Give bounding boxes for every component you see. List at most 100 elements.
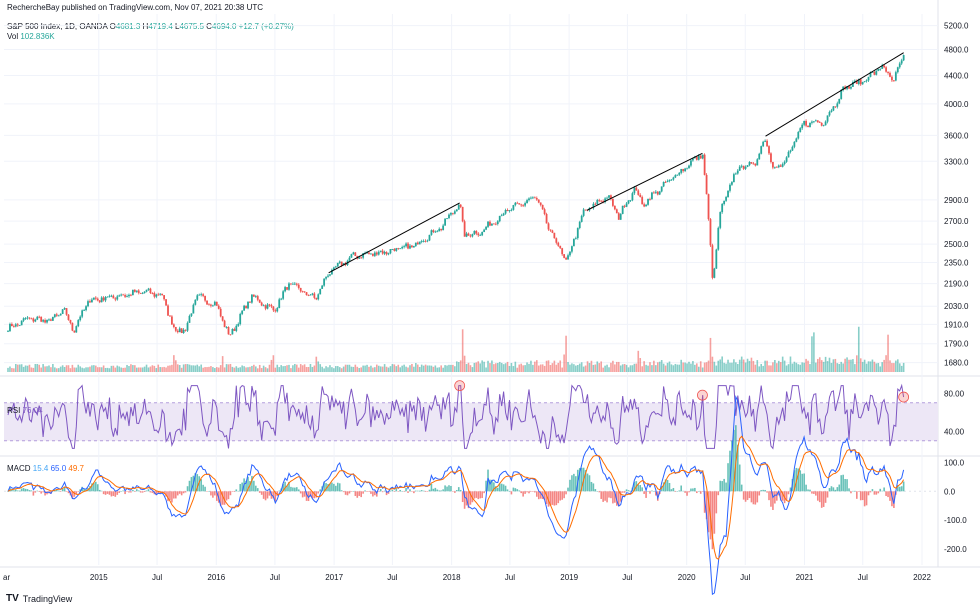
- macd-label[interactable]: MACD: [7, 464, 31, 473]
- price-candle: [40, 316, 43, 322]
- macd-histogram-bar: [143, 491, 146, 492]
- volume-bar: [510, 362, 513, 372]
- price-candle: [863, 81, 866, 83]
- rsi-label[interactable]: RSI: [7, 406, 21, 415]
- macd-histogram-bar: [178, 491, 181, 494]
- trendlines: [328, 52, 904, 274]
- macd-histogram-bar: [479, 491, 482, 499]
- volume-bar: [204, 367, 206, 372]
- volume-bar: [520, 363, 522, 372]
- volume-bar: [545, 360, 548, 372]
- volume-bar: [430, 365, 433, 372]
- macd-histogram-bar: [539, 491, 542, 499]
- volume-bar: [36, 363, 39, 372]
- price-candle: [407, 243, 409, 249]
- volume-bar: [584, 365, 587, 372]
- volume-bar: [270, 359, 273, 372]
- price-candle: [249, 301, 251, 303]
- price-candle: [734, 173, 737, 175]
- volume-bar: [89, 366, 91, 372]
- volume-bar: [836, 363, 839, 372]
- volume-bar: [299, 364, 302, 372]
- macd-histogram-bar: [598, 491, 601, 493]
- volume-bar: [729, 362, 731, 372]
- price-candle: [178, 328, 181, 333]
- volume-bar: [662, 363, 665, 372]
- price-candle: [881, 65, 884, 69]
- price-candle: [853, 80, 856, 83]
- volume-bar: [368, 366, 370, 372]
- volume-bar: [18, 364, 21, 372]
- time-axis-label: 2019: [560, 573, 578, 582]
- price-candle: [268, 304, 271, 306]
- price-candle: [379, 250, 382, 252]
- volume-bar: [399, 367, 402, 372]
- macd-histogram-bar: [360, 491, 362, 498]
- volume-bar: [352, 366, 355, 372]
- macd-histogram-bar: [692, 488, 694, 492]
- macd-histogram-bar: [362, 491, 364, 494]
- macd-histogram-bar: [290, 486, 292, 492]
- macd-histogram-bar: [731, 440, 733, 492]
- macd-histogram-bar: [641, 487, 643, 492]
- price-candle: [746, 165, 749, 167]
- price-candle: [695, 156, 698, 160]
- macd-histogram-bar: [266, 491, 269, 499]
- macd-histogram-bar: [118, 491, 121, 493]
- volume-bar: [850, 359, 852, 372]
- price-candle: [727, 190, 729, 198]
- symbol-name[interactable]: S&P 500 Index, 1D, OANDA: [7, 22, 108, 31]
- macd-histogram-bar: [842, 474, 844, 492]
- macd-histogram-bar: [653, 491, 655, 492]
- macd-histogram-bar: [750, 491, 753, 503]
- macd-histogram-bar: [30, 490, 33, 492]
- price-candle: [321, 285, 324, 289]
- price-candle: [196, 295, 199, 300]
- macd-histogram-bar: [63, 486, 66, 492]
- price-axis-label: 2190.0: [944, 280, 969, 289]
- volume-bar: [530, 360, 532, 372]
- price-candle: [539, 202, 542, 205]
- macd-histogram-bar: [746, 491, 749, 501]
- volume-bar: [625, 364, 628, 372]
- volume-label[interactable]: Vol: [7, 32, 19, 41]
- volume-bar: [251, 365, 253, 372]
- macd-histogram-bar: [77, 491, 80, 492]
- macd-histogram-bar: [434, 487, 437, 492]
- volume-bar: [735, 362, 737, 372]
- price-candle: [288, 283, 290, 290]
- volume-bar: [436, 367, 439, 372]
- volume-bar: [457, 362, 460, 372]
- volume-bar: [859, 358, 862, 372]
- volume-bar: [354, 364, 357, 372]
- macd-histogram-bar: [258, 491, 261, 493]
- price-candle: [329, 274, 331, 276]
- price-candle: [336, 262, 339, 267]
- macd-histogram-bar: [838, 484, 841, 492]
- price-candle: [309, 294, 312, 296]
- price-candle: [656, 191, 659, 195]
- volume-bar: [692, 361, 694, 372]
- macd-histogram-bar: [106, 491, 109, 494]
- macd-histogram-bar: [633, 481, 636, 492]
- price-candle: [824, 121, 827, 126]
- macd-histogram-bar: [801, 473, 803, 492]
- price-candle: [633, 187, 636, 194]
- volume-bar: [186, 364, 189, 372]
- volume-bar: [459, 360, 462, 372]
- macd-histogram-bar: [563, 491, 565, 499]
- macd-histogram-bar: [122, 490, 124, 492]
- macd-histogram-bar: [824, 491, 827, 503]
- open-value: 4681.3: [115, 22, 141, 31]
- volume-bar: [758, 366, 761, 372]
- price-candle: [764, 140, 767, 142]
- price-candle: [756, 159, 759, 166]
- volume-bar: [516, 367, 519, 372]
- volume-bar: [863, 359, 866, 372]
- volume-bar: [327, 367, 329, 372]
- macd-histogram-bar: [295, 487, 298, 492]
- macd-histogram-bar: [549, 491, 552, 506]
- tradingview-footer[interactable]: TV TradingView: [6, 593, 72, 604]
- price-axis-label: 4800.0: [944, 46, 969, 55]
